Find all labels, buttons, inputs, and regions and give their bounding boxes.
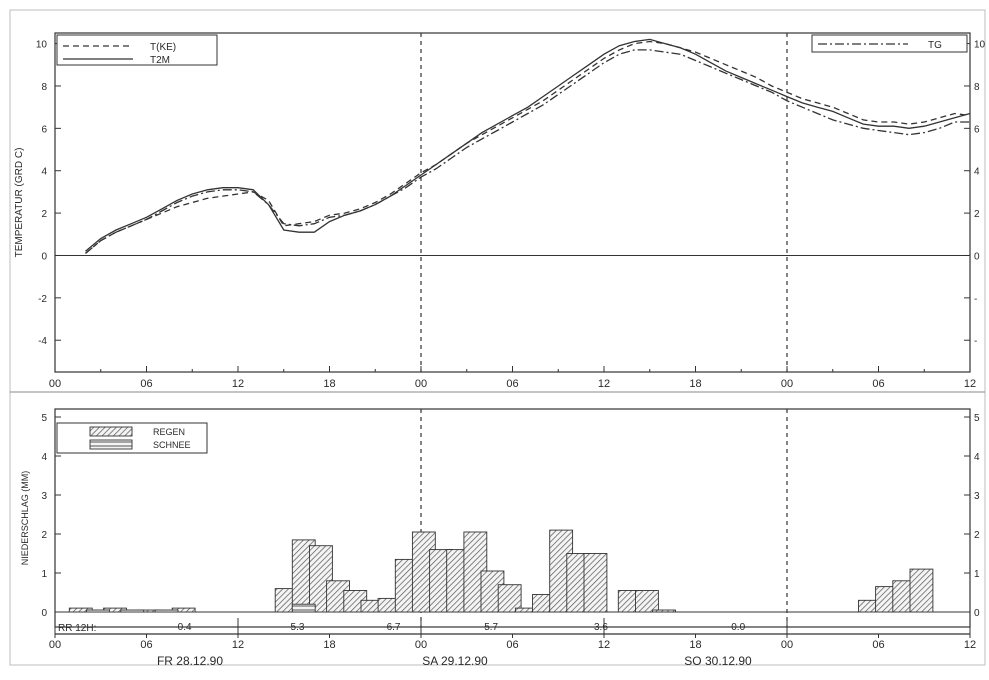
precip-bar-regen — [583, 553, 608, 613]
temp-ytick-label: 0 — [41, 251, 47, 262]
prec-ytick-right-label: 5 — [974, 413, 980, 424]
temp-xtick-label: 18 — [323, 378, 335, 390]
precip-bar-regen — [652, 609, 676, 613]
prec-plot-frame — [54, 408, 971, 628]
prec-ytick-right-label: 4 — [974, 452, 980, 463]
temp-xtick-label: 06 — [872, 378, 884, 390]
date-label-sa: SA 29.12.90 — [422, 654, 488, 668]
prec-xtick-label: 12 — [232, 639, 244, 651]
prec-ytick-label: 3 — [41, 491, 47, 502]
temperature-panel: -4 -2 0 2 4 6 8 10 - - 0 2 4 6 8 10 00 06 12 18 00 06 12 18 00 06… — [14, 32, 986, 390]
prec-xtick-label: 06 — [506, 639, 518, 651]
temp-ytick-label: -4 — [38, 336, 47, 347]
temp-xtick-label: 06 — [140, 378, 152, 390]
precip-bar-schnee — [291, 603, 316, 613]
temp-ytick-right-label: 4 — [974, 167, 980, 178]
prec-ytick-right-label: 1 — [974, 569, 980, 580]
prec-xtick-label: 06 — [140, 639, 152, 651]
temp-ylabel: TEMPERATUR (GRD C) — [14, 148, 25, 258]
prec-ytick-label: 4 — [41, 452, 47, 463]
legend-swatch-regen — [89, 426, 133, 437]
prec-xtick-label: 18 — [689, 639, 701, 651]
prec-ytick-right-label: 0 — [974, 608, 980, 619]
temp-ytick-right-label: 0 — [974, 251, 980, 262]
prec-xtick-label: 18 — [323, 639, 335, 651]
prec-xtick-label: 12 — [598, 639, 610, 651]
temp-ytick-label: 2 — [41, 209, 47, 220]
rr-value: 3.6 — [594, 622, 608, 633]
legend-label-t2m: T2M — [150, 55, 170, 66]
temp-xtick-label: 18 — [689, 378, 701, 390]
prec-xtick-label: 00 — [49, 639, 61, 651]
temp-ytick-label: 6 — [41, 124, 47, 135]
temp-ytick-label: -2 — [38, 294, 47, 305]
temp-xtick-label: 12 — [232, 378, 244, 390]
temp-ytick-label: 8 — [41, 82, 47, 93]
temp-xtick-label: 06 — [506, 378, 518, 390]
temp-xtick-label: 12 — [964, 378, 976, 390]
temp-xtick-label: 00 — [49, 378, 61, 390]
prec-xtick-label: 06 — [872, 639, 884, 651]
prec-xtick-label: 00 — [781, 639, 793, 651]
prec-ytick-label: 1 — [41, 569, 47, 580]
prec-ytick-right-label: 3 — [974, 491, 980, 502]
outer-border — [9, 9, 986, 666]
rr-value: 6.7 — [387, 622, 401, 633]
rr-value: 5.3 — [291, 622, 305, 633]
temp-ytick-right-label: 2 — [974, 209, 980, 220]
rr-row-label: RR 12H: — [58, 623, 96, 634]
temp-ytick-label: 4 — [41, 167, 47, 178]
legend-label-tg: TG — [928, 40, 942, 51]
prec-xtick-label: 12 — [964, 639, 976, 651]
date-label-fr: FR 28.12.90 — [157, 654, 223, 668]
temp-ytick-right-label: 10 — [974, 40, 986, 51]
temp-ytick-right-label: - — [974, 336, 977, 347]
precip-bar-regen — [635, 590, 659, 613]
temp-plot-frame — [54, 32, 971, 373]
prec-ytick-label: 2 — [41, 530, 47, 541]
temp-ytick-label: 10 — [36, 40, 48, 51]
precip-bar-schnee — [120, 609, 145, 613]
chart-frames — [9, 9, 986, 666]
precip-bar-schnee — [86, 609, 110, 613]
prec-ylabel: NIEDERSCHLAG (MM) — [20, 471, 30, 566]
prec-ytick-label: 0 — [41, 608, 47, 619]
prec-xtick-label: 00 — [415, 639, 427, 651]
legend-label-regen: REGEN — [153, 427, 185, 437]
legend-swatch-schnee — [89, 439, 133, 450]
precip-bar-schnee — [154, 609, 179, 613]
prec-ytick-right-label: 2 — [974, 530, 980, 541]
temp-ytick-right-label: 6 — [974, 124, 980, 135]
precip-bar-regen — [909, 568, 934, 613]
rr-value: 5.7 — [484, 622, 498, 633]
temp-xtick-label: 12 — [598, 378, 610, 390]
temp-ytick-right-label: - — [974, 294, 977, 305]
series-line-tg — [85, 49, 970, 254]
legend-label-schnee: SCHNEE — [153, 440, 191, 450]
series-line-t2m — [85, 38, 971, 252]
prec-ytick-label: 5 — [41, 413, 47, 424]
temp-xtick-label: 00 — [781, 378, 793, 390]
date-label-so: SO 30.12.90 — [684, 654, 752, 668]
rr-value: 0.0 — [731, 622, 745, 633]
series-line-tke — [85, 40, 971, 254]
temp-xtick-label: 00 — [415, 378, 427, 390]
rr-value: 0.4 — [178, 622, 192, 633]
temp-legend-box — [56, 34, 218, 66]
precip-bar-regen — [497, 584, 522, 613]
temp-ytick-right-label: 8 — [974, 82, 980, 93]
legend-label-tke: T(KE) — [150, 42, 176, 53]
